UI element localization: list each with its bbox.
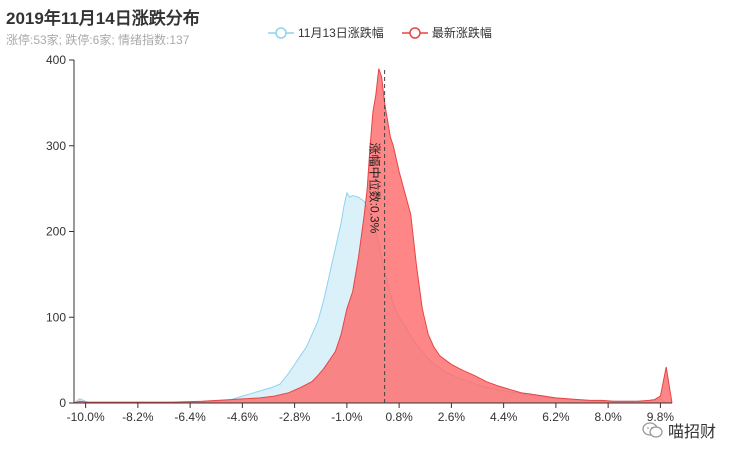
x-tick-label-7: 2.6%: [438, 410, 466, 424]
y-tick-label-4: 400: [46, 53, 66, 67]
series-1-area: [74, 68, 672, 403]
legend-item-series-0[interactable]: 11月13日涨跌幅: [268, 24, 384, 41]
median-label: 涨幅中位数:0.3%: [368, 143, 383, 234]
series-1-line: [73, 68, 673, 404]
y-tick-label-1: 100: [46, 310, 66, 324]
x-tick-label-0: -10.0%: [67, 410, 105, 424]
x-tick-label-9: 6.2%: [542, 410, 570, 424]
y-tick-label-2: 200: [46, 225, 66, 239]
legend-label-series-0: 11月13日涨跌幅: [298, 26, 384, 40]
x-tick-label-5: -1.0%: [331, 410, 363, 424]
chart-title: 2019年11月14日涨跌分布: [6, 9, 200, 28]
x-tick-label-10: 8.0%: [594, 410, 622, 424]
x-tick-label-3: -4.6%: [227, 410, 259, 424]
legend: 11月13日涨跌幅 最新涨跌幅: [268, 24, 492, 41]
y-tick-label-0: 0: [59, 396, 66, 410]
legend-label-series-1: 最新涨跌幅: [431, 26, 492, 40]
series-areas: [73, 68, 673, 404]
y-tick-label-3: 300: [46, 139, 66, 153]
watermark-text: 喵招财: [668, 424, 717, 441]
chart-subtitle: 涨停:53家; 跌停:6家; 情绪指数:137: [6, 33, 190, 47]
median-markline: 涨幅中位数:0.3%: [368, 70, 386, 403]
legend-marker-series-0: [268, 26, 294, 39]
axes: 0 100 200 300 400 -10.0% -8.2% -6.4% -4.6% -2.8% -…: [46, 53, 674, 424]
x-tick-label-4: -2.8%: [279, 410, 311, 424]
x-tick-label-11: 9.8%: [647, 410, 675, 424]
watermark: 喵招财: [642, 418, 716, 442]
x-tick-label-1: -8.2%: [122, 410, 154, 424]
legend-item-series-1[interactable]: 最新涨跌幅: [401, 24, 492, 41]
x-tick-label-2: -6.4%: [174, 410, 206, 424]
legend-marker-series-1: [401, 26, 428, 39]
wechat-icon: [642, 422, 663, 438]
x-tick-label-8: 4.4%: [490, 410, 518, 424]
x-tick-label-6: 0.8%: [385, 410, 413, 424]
